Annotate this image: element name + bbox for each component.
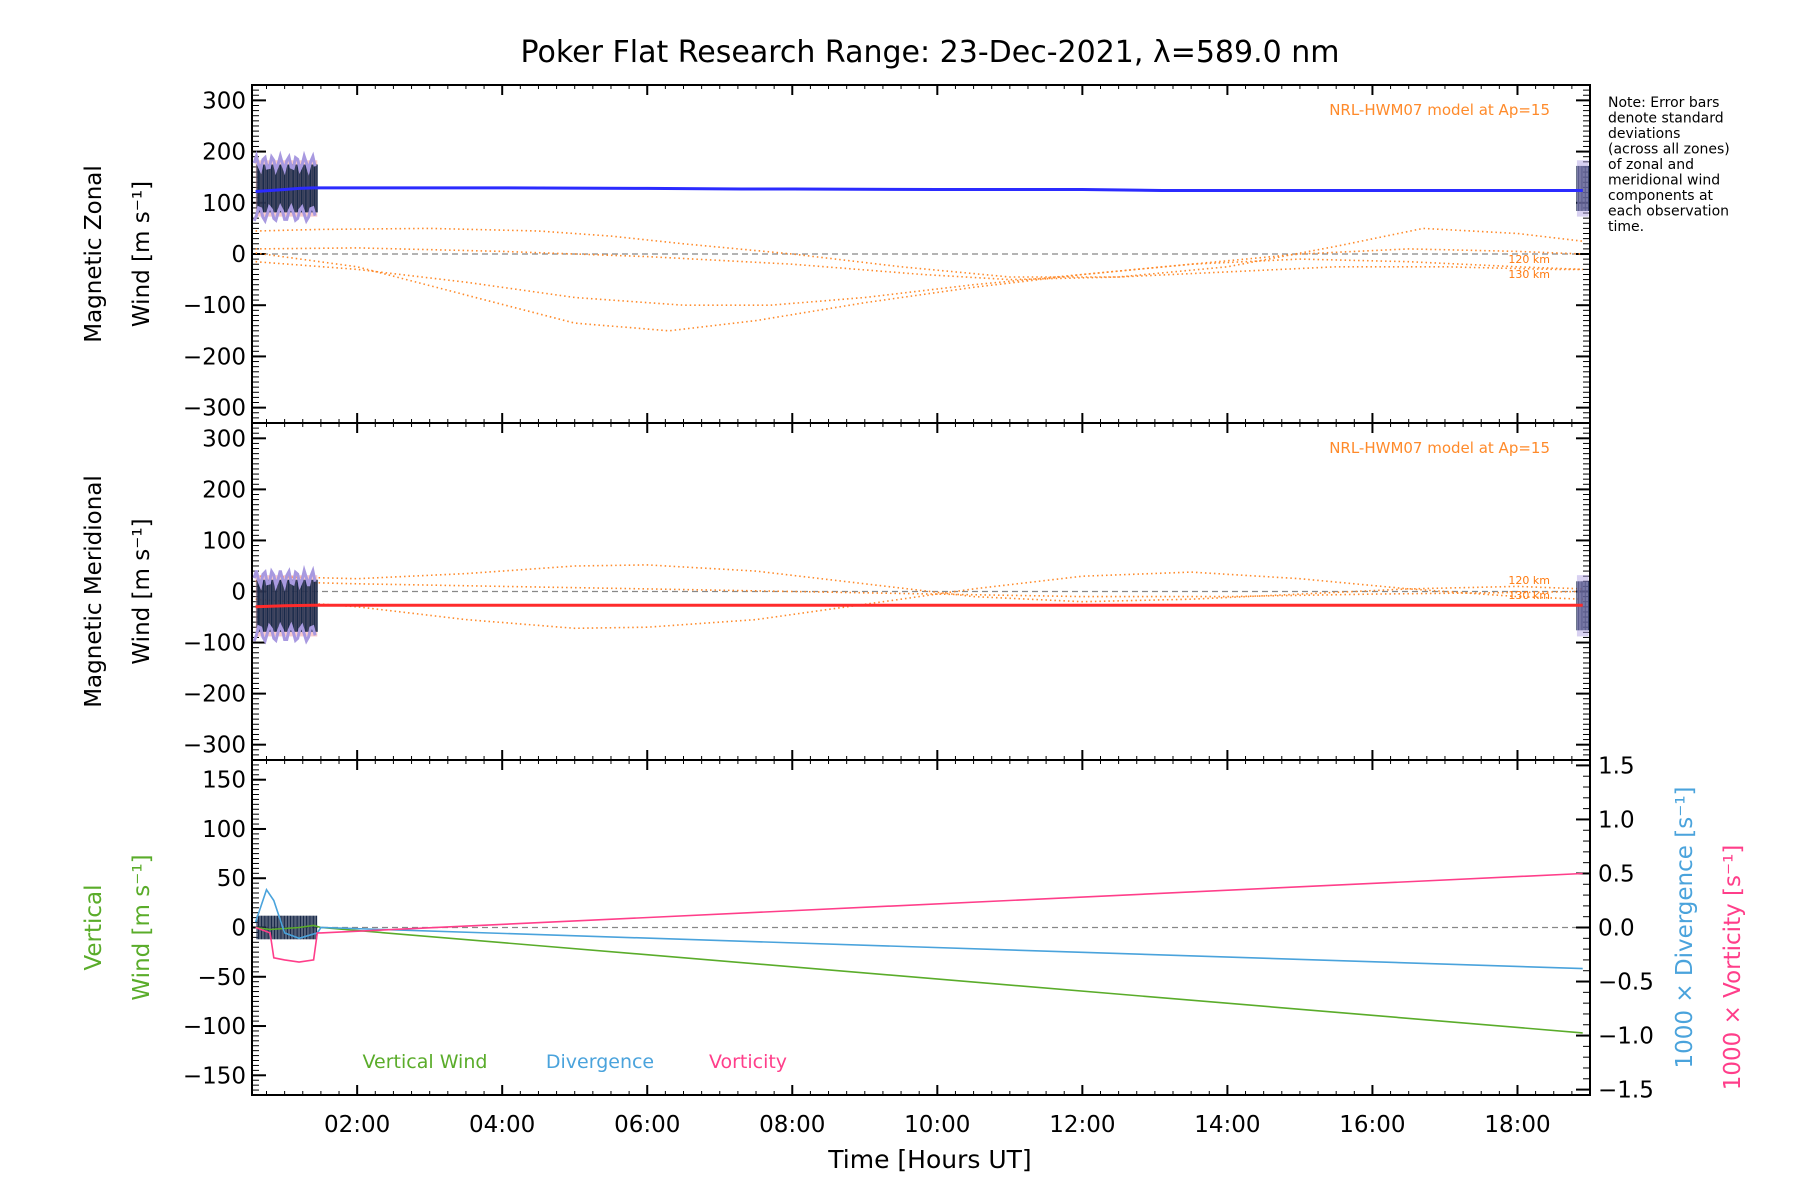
legend-entry: Vorticity — [709, 1051, 787, 1073]
y2-tick-label: 0.5 — [1598, 861, 1635, 887]
y-tick-label: 200 — [202, 477, 246, 503]
y-axis-label-line1: Magnetic Zonal — [81, 165, 107, 343]
y-tick-label: −50 — [197, 965, 246, 991]
x-tick-label: 04:00 — [469, 1112, 535, 1138]
legend-entry: Divergence — [546, 1051, 654, 1073]
y-tick-label: 300 — [202, 426, 246, 452]
y-axis-label-line1: Magnetic Meridional — [81, 475, 107, 708]
y-tick-label: 150 — [202, 768, 246, 794]
note-line: denote standard — [1608, 111, 1724, 127]
y-tick-label: −100 — [183, 293, 246, 319]
zone-spread-band — [1576, 160, 1589, 217]
y-tick-label: −100 — [183, 631, 246, 657]
y2-tick-label: −1.0 — [1598, 1024, 1654, 1050]
x-axis-label: Time [Hours UT] — [827, 1145, 1031, 1174]
x-tick-label: 08:00 — [759, 1112, 825, 1138]
zonal-model-level-label: 130 km — [1508, 268, 1550, 281]
note-line: Note: Error bars — [1608, 95, 1719, 111]
note-line: components at — [1608, 188, 1714, 204]
zone-trace — [252, 621, 317, 645]
zonal-model-label: NRL-HWM07 model at Ap=15 — [1329, 101, 1550, 119]
zonal-model-curve — [255, 258, 1583, 307]
series-divergence — [254, 887, 1583, 970]
x-tick-label: 18:00 — [1484, 1112, 1550, 1138]
y-tick-label: −150 — [183, 1063, 246, 1089]
y2-tick-label: 0.0 — [1598, 916, 1635, 942]
note-line: each observation — [1608, 204, 1729, 220]
y-tick-label: 0 — [231, 580, 246, 606]
y-tick-label: −200 — [183, 682, 246, 708]
zonal-wind-line — [255, 186, 1583, 193]
y2-tick-label: 1.0 — [1598, 807, 1635, 833]
y-tick-label: 0 — [231, 242, 246, 268]
plot-area: −300 −200 −100 0 100 200 300 Magnetic Zonal Wind… — [81, 84, 1746, 1138]
meridional-model-label: NRL-HWM07 model at Ap=15 — [1329, 439, 1550, 457]
right-axis-label-vorticity: 1000 × Vorticity [s⁻¹] — [1720, 845, 1746, 1091]
y-tick-label: 200 — [202, 140, 246, 166]
y-axis-label-line1: Vertical — [81, 884, 107, 970]
x-tick-label: 12:00 — [1049, 1112, 1115, 1138]
series-vorticity — [255, 872, 1583, 963]
y-tick-label: 300 — [202, 88, 246, 114]
x-tick-label: 06:00 — [614, 1112, 680, 1138]
y-axis-label-line2: Wind [m s⁻¹] — [129, 181, 155, 327]
zonal-model-level-label: 120 km — [1508, 253, 1550, 266]
y-tick-label: 0 — [231, 916, 246, 942]
meridional-model-curve — [255, 580, 1583, 598]
meridional-model-level-label: 120 km — [1508, 574, 1550, 587]
zonal-model-curve — [255, 248, 1583, 332]
panel-meridional-axes: −300 −200 −100 0 100 200 300 — [183, 422, 1591, 761]
zone-spread-band — [1576, 575, 1589, 637]
y-tick-label: 100 — [202, 191, 246, 217]
y2-tick-label: 1.5 — [1598, 753, 1635, 779]
chart-title: Poker Flat Research Range: 23-Dec-2021, … — [521, 35, 1340, 70]
zone-trace — [252, 150, 317, 176]
meridional-wind-line — [255, 603, 1583, 609]
x-tick-label: 14:00 — [1194, 1112, 1260, 1138]
x-tick-label: 10:00 — [904, 1112, 970, 1138]
y-axis-label-line2: Wind [m s⁻¹] — [129, 518, 155, 664]
meridional-model-level-label: 130 km — [1508, 589, 1550, 602]
note-line: (across all zones) — [1608, 142, 1730, 158]
legend-entry: Vertical Wind — [363, 1051, 488, 1073]
zonal-model-curve — [255, 227, 1583, 278]
y2-tick-label: −0.5 — [1598, 970, 1654, 996]
y-tick-label: 50 — [217, 866, 246, 892]
x-tick-label: 02:00 — [324, 1112, 390, 1138]
note-line: deviations — [1608, 126, 1680, 142]
y-tick-label: −300 — [183, 733, 246, 759]
right-axis-label-divergence: 1000 × Divergence [s⁻¹] — [1672, 786, 1698, 1068]
y-tick-label: 100 — [202, 817, 246, 843]
meridional-model-curve — [255, 571, 1583, 630]
x-tick-label: 16:00 — [1339, 1112, 1405, 1138]
y-tick-label: 100 — [202, 528, 246, 554]
y-tick-label: −300 — [183, 396, 246, 422]
y-tick-label: −100 — [183, 1014, 246, 1040]
note-line: of zonal and — [1608, 157, 1694, 173]
note-line: time. — [1608, 219, 1644, 235]
zone-trace — [252, 202, 317, 225]
note-line: meridional wind — [1608, 173, 1720, 189]
y-axis-label-line2: Wind [m s⁻¹] — [129, 854, 155, 1000]
panel-zonal-axes: −300 −200 −100 0 100 200 300 — [183, 84, 1591, 424]
zonal-model-curve — [255, 247, 1583, 281]
zone-trace — [252, 564, 317, 592]
y-tick-label: −200 — [183, 344, 246, 370]
series-vertical-wind — [255, 924, 1583, 1034]
panel-vertical-axes: −150 −100 −50 0 50 100 150 −1.5 −1.0 −0.5 0.0 0.5 1.… — [183, 753, 1654, 1138]
y2-tick-label: −1.5 — [1598, 1078, 1654, 1104]
